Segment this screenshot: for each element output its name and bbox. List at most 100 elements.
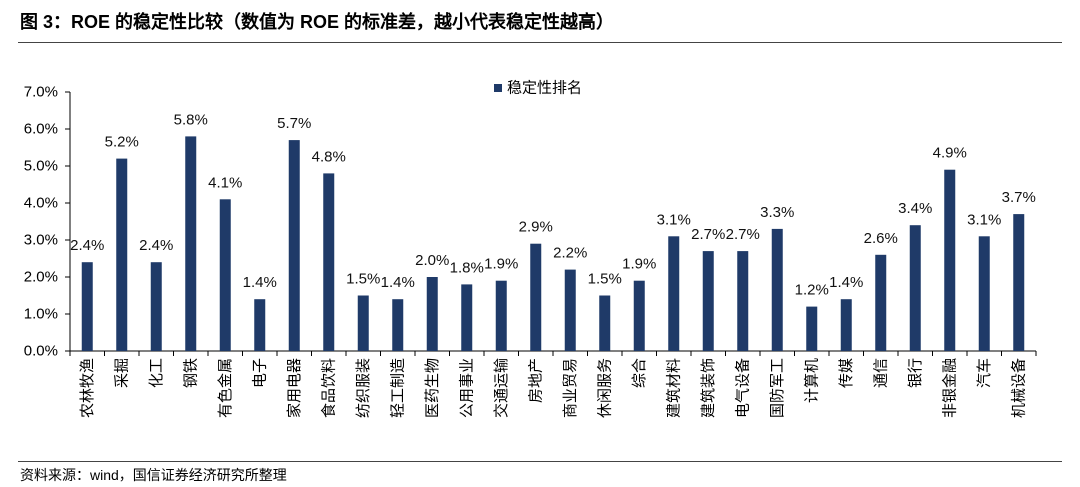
x-tick-label: 银行 [907,358,924,388]
chart-bar [426,277,438,351]
chart-bar [840,299,852,351]
bar-value-label: 2.2% [553,245,587,262]
x-tick-label: 轻工制造 [389,358,406,418]
x-tick-label: 机械设备 [1010,358,1027,418]
x-tick-label: 农林牧渔 [79,358,96,418]
y-tick-label: 7.0% [24,84,58,101]
y-tick-label: 0.0% [24,343,58,360]
chart-bar [150,262,162,351]
chart-bar [806,306,818,351]
bar-value-label: 2.7% [726,226,760,243]
x-tick-label: 建筑装饰 [700,358,717,418]
x-tick-label: 纺织服装 [355,358,372,418]
chart-bar [323,173,335,351]
chart-bar [530,243,542,351]
bar-value-label: 2.4% [139,237,173,254]
bar-value-label: 5.7% [277,115,311,132]
bar-value-label: 2.0% [415,252,449,269]
x-tick-label: 交通运输 [492,358,510,418]
x-tick-label: 化工 [148,358,165,388]
chart-bar [702,251,714,351]
bar-value-label: 1.4% [829,274,863,291]
x-tick-label: 汽车 [976,358,993,388]
legend-swatch [494,84,502,92]
bar-value-label: 4.8% [312,148,346,165]
chart-bar [357,295,369,351]
bar-series [81,136,1025,351]
y-tick-label: 1.0% [24,306,58,323]
chart-bar [564,269,576,351]
title-divider [18,42,1062,43]
y-axis: 0.0% 1.0% 2.0% 3.0% 4.0% 5.0% 6.0% 7.0% [24,84,71,360]
bar-value-label: 3.3% [760,204,794,221]
bar-value-label: 1.8% [450,259,484,276]
bar-value-label: 4.1% [208,174,242,191]
figure-source: 资料来源：wind，国信证券经济研究所整理 [20,467,287,483]
chart-bar [185,136,197,351]
bar-value-label: 3.7% [1002,189,1036,206]
x-axis: 农林牧渔 采掘 化工 钢铁 有色金属 电子 家用电器 食品饮料 纺织服装 轻工制造 医药生物 公用事业… [69,350,1037,418]
chart-bar [254,299,266,351]
bar-value-label: 4.9% [933,145,967,162]
chart-bar [461,284,473,351]
x-tick-label: 国防军工 [769,358,786,418]
x-tick-label: 房地产 [527,358,544,403]
bar-value-label: 1.9% [484,256,518,273]
x-tick-label: 公用事业 [458,358,475,418]
x-tick-label: 食品饮料 [320,358,337,418]
x-tick-label: 通信 [872,358,889,388]
bar-value-label: 2.9% [519,219,553,236]
x-tick-label: 家用电器 [286,358,303,418]
chart-bar [875,254,887,351]
bar-value-label: 1.4% [381,274,415,291]
bar-value-label: 3.1% [657,211,691,228]
bar-value-label: 1.5% [588,271,622,288]
chart-bar [944,169,956,351]
x-tick-label: 电气设备 [734,358,751,418]
chart-bar [219,199,231,351]
bar-value-label: 5.2% [105,134,139,151]
bar-value-label: 2.6% [864,230,898,247]
chart-bar [771,228,783,351]
y-tick-label: 6.0% [24,121,58,138]
chart-bar [116,158,128,351]
chart-bar [288,140,300,351]
chart-bar [599,295,611,351]
x-tick-label: 建筑材料 [665,358,682,418]
legend-label: 稳定性排名 [507,80,582,97]
chart-bar [633,280,645,351]
x-tick-label: 综合 [631,358,648,388]
bar-value-label: 3.4% [898,200,932,217]
chart-bar [668,236,680,351]
bar-value-label: 2.7% [691,226,725,243]
y-tick-label: 3.0% [24,232,58,249]
x-tick-label: 非银金融 [941,358,958,418]
chart-bar [1013,214,1025,351]
chart-bar [392,299,404,351]
bar-value-label: 3.1% [967,211,1001,228]
chart-bar [81,262,93,351]
y-tick-label: 2.0% [24,269,58,286]
x-tick-label: 钢铁 [182,358,199,388]
legend: 稳定性排名 [494,80,582,97]
source-divider [18,461,1062,462]
bar-value-label: 5.8% [174,111,208,128]
bar-value-labels: 2.4% 5.2% 2.4% 5.8% 4.1% 1.4% 5.7%4.8% 1.5% 1.4%… [70,111,1036,298]
bar-value-label: 2.4% [70,237,104,254]
bar-value-label: 1.9% [622,256,656,273]
x-tick-label: 有色金属 [217,358,234,418]
bar-value-label: 1.4% [243,274,277,291]
chart-bar [909,225,921,351]
figure-title: 图 3：ROE 的稳定性比较（数值为 ROE 的标准差，越小代表稳定性越高） [20,12,615,32]
x-tick-label: 商业贸易 [562,358,579,418]
x-tick-label: 医药生物 [424,358,441,418]
x-tick-label: 休闲服务 [596,358,613,418]
chart-bar [495,280,507,351]
bar-value-label: 1.2% [795,282,829,299]
chart-bar [978,236,990,351]
chart-bar [737,251,749,351]
y-tick-label: 4.0% [24,195,58,212]
x-tick-label: 采掘 [113,358,130,388]
x-tick-label: 电子 [251,358,268,388]
